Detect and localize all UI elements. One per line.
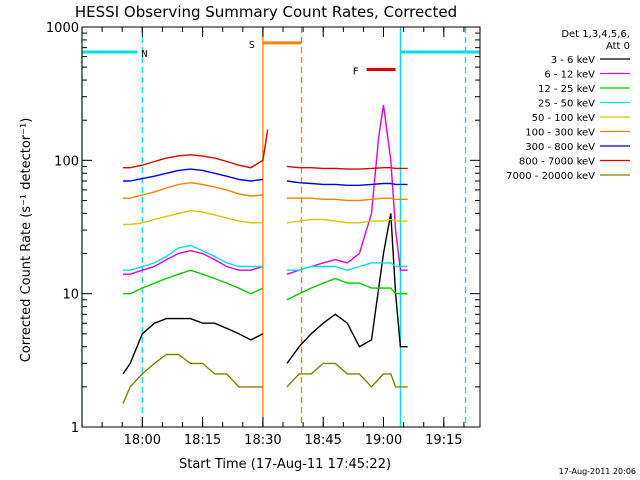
y-axis-label: Corrected Count Rate (s⁻¹ detector⁻¹) <box>19 118 34 363</box>
x-axis-label: Start Time (17-Aug-11 17:45:22) <box>179 457 391 472</box>
legend-entry-label: 12 - 25 keV <box>538 84 595 95</box>
x-tick-label: 18:30 <box>244 433 281 448</box>
series-line-1 <box>123 104 408 275</box>
series-line-8 <box>122 353 408 404</box>
y-tick-label: 1 <box>71 421 79 436</box>
x-tick-label: 18:45 <box>304 433 341 448</box>
legend-entry-label: 7000 - 20000 keV <box>506 171 595 182</box>
legend-entry-label: 6 - 12 keV <box>544 70 595 81</box>
legend-header: Det 1,3,4,5,6, <box>561 29 630 40</box>
legend-entry-label: 3 - 6 keV <box>551 55 595 66</box>
legend-entry-label: 300 - 800 keV <box>525 142 595 153</box>
x-tick-label: 18:00 <box>124 433 161 448</box>
x-tick-label: 19:00 <box>365 433 402 448</box>
y-tick-label: 100 <box>54 154 79 169</box>
footer-timestamp: 17-Aug-2011 20:06 <box>559 467 636 476</box>
series-line-3 <box>123 244 408 271</box>
flag-label-n: N <box>141 49 147 60</box>
series-line-5 <box>123 181 408 202</box>
series-line-2 <box>123 269 408 301</box>
x-tick-label: 18:15 <box>184 433 221 448</box>
series-line-4 <box>123 209 408 226</box>
legend: Det 1,3,4,5,6,Att 0 3 - 6 keV 6 - 12 keV 12… <box>506 29 630 182</box>
plot-area: N S F <box>81 27 480 427</box>
legend-entry-label: 100 - 300 keV <box>525 128 595 139</box>
chart-title: HESSI Observing Summary Count Rates, Cor… <box>75 3 457 21</box>
y-tick-label: 1000 <box>46 21 79 36</box>
flag-label-f: F <box>353 67 359 78</box>
legend-header: Att 0 <box>606 41 630 52</box>
x-tick-label: 19:15 <box>425 433 462 448</box>
legend-entry-label: 50 - 100 keV <box>532 113 596 124</box>
axes: 1 10 100 1000 18:00 18:15 18:30 18:45 19:00 19:15 <box>46 21 481 448</box>
series-line-6 <box>123 168 408 186</box>
series-line-7 <box>123 129 408 170</box>
flag-label-s: S <box>249 40 255 51</box>
y-tick-label: 10 <box>62 288 79 303</box>
legend-entry-label: 800 - 7000 keV <box>519 157 595 168</box>
legend-entry-label: 25 - 50 keV <box>538 99 595 110</box>
plot-frame <box>81 26 481 428</box>
